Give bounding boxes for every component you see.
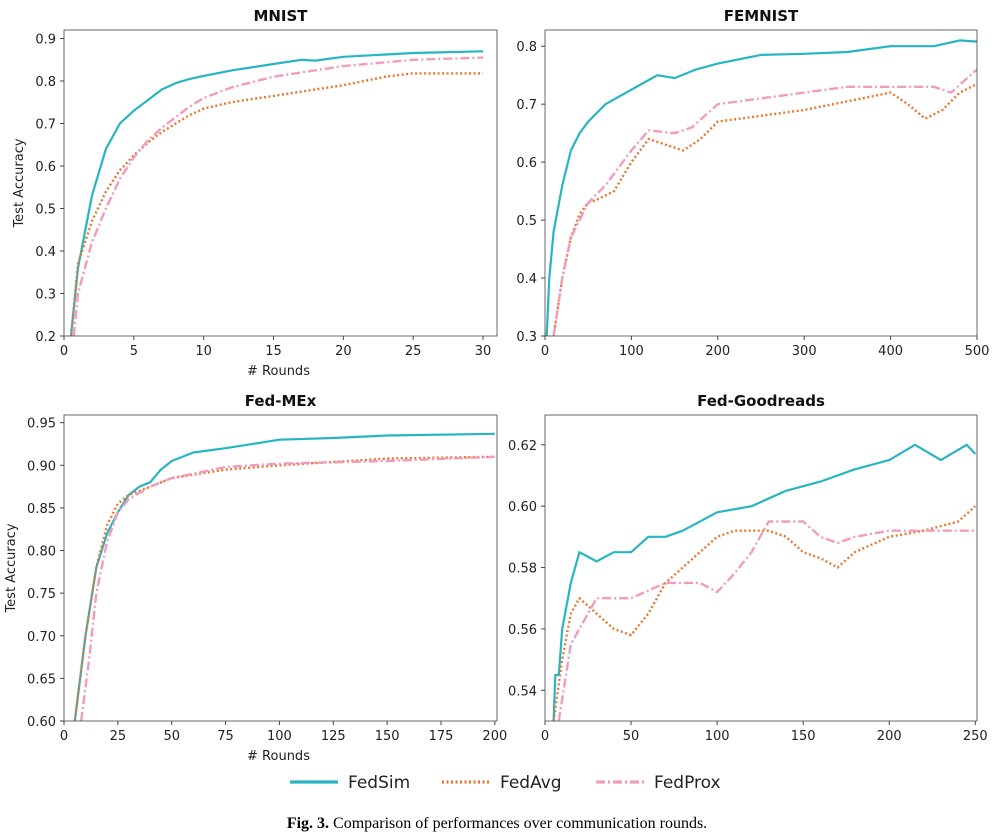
y-tick-label: 0.58 <box>508 562 537 577</box>
legend-item-fedprox: FedProx <box>596 773 721 793</box>
y-tick-label: 0.3 <box>35 288 56 303</box>
y-tick-label: 0.75 <box>27 587 56 602</box>
x-tick-label: 100 <box>705 729 730 744</box>
x-tick-label: 250 <box>963 729 988 744</box>
series-line-fedavg <box>552 505 977 721</box>
y-tick-label: 0.56 <box>508 623 537 638</box>
y-tick-label: 0.8 <box>35 75 56 90</box>
x-tick-label: 0 <box>60 729 68 744</box>
y-tick-label: 0.7 <box>516 98 537 113</box>
y-tick-label: 0.4 <box>35 245 56 260</box>
x-tick-label: 100 <box>619 344 644 359</box>
x-tick-label: 75 <box>217 729 234 744</box>
y-tick-label: 0.90 <box>27 459 56 474</box>
x-tick-label: 500 <box>965 344 990 359</box>
x-tick-label: 400 <box>878 344 903 359</box>
x-tick-label: 100 <box>267 729 292 744</box>
axes-frame <box>63 29 498 337</box>
caption-label: Fig. 3. <box>286 815 330 832</box>
series-line-fedsim <box>552 443 977 721</box>
y-tick-label: 0.60 <box>27 715 56 730</box>
subplot-mnist: 0 5 10 15 20 25 30 0.2 0.3 0.4 0.5 0.6 0.7 0.8 0.9 MNIS… <box>12 7 498 379</box>
figure-caption: Fig. 3. Comparison of performances over … <box>0 815 994 833</box>
y-tick-label: 0.65 <box>27 672 56 687</box>
y-axis-label: Test Accuracy <box>4 523 19 613</box>
x-tick-label: 0 <box>60 344 68 359</box>
series-line-fedsim <box>73 432 495 721</box>
y-axis-label: Test Accuracy <box>12 138 27 228</box>
subplot-fed-goodreads: 0 50 100 150 200 250 0.54 0.56 0.58 0.60 0.62 Fed-G… <box>508 392 988 744</box>
x-tick-label: 200 <box>705 344 730 359</box>
y-tick-label: 0.6 <box>35 160 56 175</box>
series-line-fedsim <box>545 39 977 336</box>
x-tick-label: 0 <box>541 729 549 744</box>
subplot-femnist: 0 100 200 300 400 500 0.3 0.4 0.5 0.6 0.7 0.8 FEMNIS… <box>516 7 989 359</box>
x-tick-label: 25 <box>110 729 127 744</box>
subplot-fed-mex: 0 25 50 75 100 125 150 175 200 0.60 0.65 0.70 0.75 0.… <box>4 392 507 764</box>
x-tick-label: 20 <box>335 344 352 359</box>
x-tick-label: 25 <box>405 344 422 359</box>
legend-label: FedSim <box>348 773 410 793</box>
x-tick-label: 10 <box>195 344 212 359</box>
y-tick-label: 0.95 <box>27 417 56 432</box>
axes-frame <box>63 414 498 722</box>
subplot-title: MNIST <box>253 7 308 25</box>
series-line-fedsim <box>69 50 484 336</box>
x-axis-label: # Rounds <box>247 364 310 379</box>
y-tick-label: 0.3 <box>516 330 537 345</box>
y-tick-label: 0.5 <box>516 214 537 229</box>
x-tick-label: 50 <box>623 729 640 744</box>
y-tick-label: 0.62 <box>508 439 537 454</box>
y-tick-label: 0.7 <box>35 118 56 133</box>
x-tick-label: 150 <box>791 729 816 744</box>
x-tick-label: 50 <box>163 729 180 744</box>
x-tick-label: 300 <box>792 344 817 359</box>
series-line-fedprox <box>80 455 495 721</box>
series-line-fedavg <box>69 72 483 336</box>
legend: FedSim FedAvg FedProx <box>290 773 721 793</box>
y-tick-label: 0.4 <box>516 272 537 287</box>
series-line-fedprox <box>72 56 484 336</box>
subplot-title: FEMNIST <box>724 7 799 25</box>
y-tick-label: 0.85 <box>27 502 56 517</box>
series-line-fedprox <box>552 68 977 336</box>
x-tick-label: 125 <box>321 729 346 744</box>
y-tick-label: 0.54 <box>508 684 537 699</box>
caption-text: Comparison of performances over communic… <box>333 815 708 832</box>
subplot-title: Fed-MEx <box>245 392 317 410</box>
y-tick-label: 0.2 <box>35 330 56 345</box>
legend-label: FedAvg <box>500 773 562 793</box>
x-tick-label: 200 <box>482 729 507 744</box>
series-line-fedprox <box>557 520 976 721</box>
x-tick-label: 30 <box>475 344 492 359</box>
x-tick-label: 15 <box>265 344 282 359</box>
y-tick-label: 0.6 <box>516 156 537 171</box>
x-tick-label: 175 <box>429 729 454 744</box>
y-tick-label: 0.60 <box>508 500 537 515</box>
axes-frame <box>544 29 978 337</box>
x-tick-label: 5 <box>130 344 138 359</box>
x-tick-label: 150 <box>375 729 400 744</box>
y-tick-label: 0.9 <box>35 33 56 48</box>
legend-item-fedsim: FedSim <box>290 773 410 793</box>
y-tick-label: 0.80 <box>27 545 56 560</box>
axes-frame <box>544 414 978 722</box>
series-line-fedavg <box>552 82 977 336</box>
x-axis-label: # Rounds <box>247 749 310 764</box>
y-tick-label: 0.70 <box>27 630 56 645</box>
y-tick-label: 0.8 <box>516 40 537 55</box>
legend-item-fedavg: FedAvg <box>442 773 562 793</box>
legend-label: FedProx <box>654 773 721 793</box>
series-line-fedavg <box>73 455 495 721</box>
y-tick-label: 0.5 <box>35 203 56 218</box>
subplot-title: Fed-Goodreads <box>697 392 825 410</box>
x-tick-label: 200 <box>877 729 902 744</box>
x-tick-label: 0 <box>541 344 549 359</box>
